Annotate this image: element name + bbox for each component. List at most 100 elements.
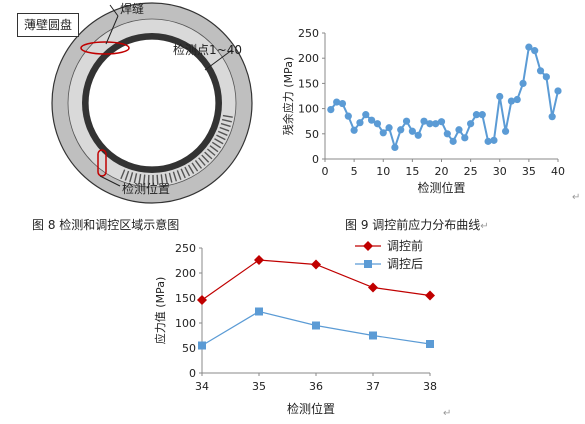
legend-label: 调控前 — [387, 238, 423, 253]
measurement-tick — [201, 154, 210, 163]
data-point — [356, 119, 364, 127]
data-point — [350, 126, 358, 134]
measurement-tick — [160, 174, 164, 185]
data-point — [425, 290, 435, 301]
measurement-tick — [129, 172, 134, 183]
position-label: 检测位置 — [122, 182, 171, 196]
measurement-tick — [164, 173, 168, 184]
measurement-tick — [209, 145, 219, 153]
disk-schematic — [51, 2, 253, 204]
measurement-tick — [221, 118, 232, 123]
measurement-tick — [176, 170, 182, 181]
data-point — [197, 295, 207, 305]
data-point — [437, 118, 446, 126]
data-point — [496, 92, 504, 101]
x-tick-label: 15 — [405, 165, 419, 178]
data-point — [484, 137, 492, 145]
data-point — [344, 112, 352, 120]
measurement-tick — [180, 168, 186, 179]
measurement-tick — [138, 173, 142, 185]
measurement-tick — [214, 138, 224, 145]
x-tick-label: 34 — [195, 380, 209, 393]
x-tick-label: 40 — [551, 165, 565, 178]
data-point — [513, 95, 521, 104]
data-point — [391, 143, 399, 152]
measurement-tick — [124, 170, 130, 181]
data-point — [254, 255, 264, 265]
x-tick-label: 36 — [309, 380, 323, 393]
x-tick-label: 35 — [522, 165, 536, 178]
data-point — [368, 116, 376, 124]
y-tick-label: 0 — [189, 367, 196, 380]
data-point — [548, 113, 556, 121]
y-tick-label: 200 — [175, 267, 196, 280]
y-tick-label: 0 — [312, 153, 319, 166]
measurement-tick — [191, 162, 199, 172]
data-point — [312, 321, 320, 330]
figure9-chart: 0 50 100 150 200 250 0 5 10 15 20 25 30 35 40 检测位置 残余应力 … — [281, 27, 565, 195]
x-tick-label: 20 — [435, 165, 449, 178]
weld-leader-line — [109, 4, 119, 17]
y-tick-label: 250 — [175, 242, 196, 255]
data-point — [420, 117, 428, 125]
y-tick-label: 250 — [298, 27, 319, 40]
measurement-tick — [187, 164, 195, 175]
data-point — [363, 241, 373, 251]
measurement-tick — [184, 166, 191, 177]
data-point — [414, 131, 422, 139]
measurement-tick — [198, 157, 206, 166]
series-line — [330, 45, 559, 151]
position-pointer-line — [99, 175, 121, 187]
data-point — [455, 126, 463, 134]
data-point — [311, 259, 321, 270]
y-tick-label: 100 — [175, 317, 196, 330]
data-point — [198, 341, 206, 350]
disk-inner-hole — [87, 38, 217, 168]
y-axis-title: 残余应力 (MPa) — [281, 57, 295, 135]
legend-label: 调控后 — [387, 257, 423, 271]
data-point — [397, 126, 405, 134]
measurement-tick — [172, 171, 178, 182]
weld-label: 焊缝 — [120, 2, 145, 16]
data-point — [449, 137, 457, 145]
data-point — [338, 99, 347, 108]
measurement-tick — [206, 148, 216, 156]
data-point — [536, 67, 545, 75]
measurement-tick — [204, 151, 213, 160]
data-point — [519, 79, 527, 87]
measurement-point-ticks — [120, 114, 233, 186]
data-point — [525, 43, 533, 51]
data-point — [408, 127, 416, 135]
data-point — [501, 127, 510, 135]
y-tick-label: 150 — [175, 292, 196, 305]
data-point — [467, 120, 475, 128]
measurement-tick — [168, 172, 173, 183]
x-tick-label: 25 — [464, 165, 478, 178]
x-tick-label: 38 — [423, 380, 437, 393]
data-point — [327, 106, 335, 114]
comparison-chart: 0 50 100 150 200 250 34 35 36 37 38 检测位置 应力值 (MPa) 调控… — [153, 238, 437, 416]
data-point — [379, 129, 387, 137]
x-tick-label: 35 — [252, 380, 266, 393]
measurement-tick — [143, 174, 146, 185]
data-point — [255, 307, 263, 316]
disk-label-box: 薄壁圆盘 — [17, 13, 79, 37]
data-point — [554, 87, 562, 95]
data-point — [373, 120, 382, 128]
x-axis-title: 检测位置 — [287, 401, 335, 416]
data-point — [385, 124, 393, 132]
measurement-tick — [194, 160, 203, 169]
weld-highlight-ellipse — [80, 41, 130, 55]
points-label: 检测点1~40 — [173, 43, 242, 57]
data-point — [507, 97, 515, 105]
data-point — [368, 282, 378, 293]
measurement-tick — [211, 141, 222, 149]
data-point — [362, 111, 370, 119]
x-tick-label: 10 — [376, 165, 390, 178]
measurement-tick — [133, 173, 138, 184]
measurement-tick — [222, 114, 233, 118]
points-pointer-line — [204, 49, 233, 71]
paragraph-mark: ↵ — [443, 408, 452, 419]
data-point — [443, 130, 451, 138]
y-tick-label: 50 — [305, 128, 319, 141]
